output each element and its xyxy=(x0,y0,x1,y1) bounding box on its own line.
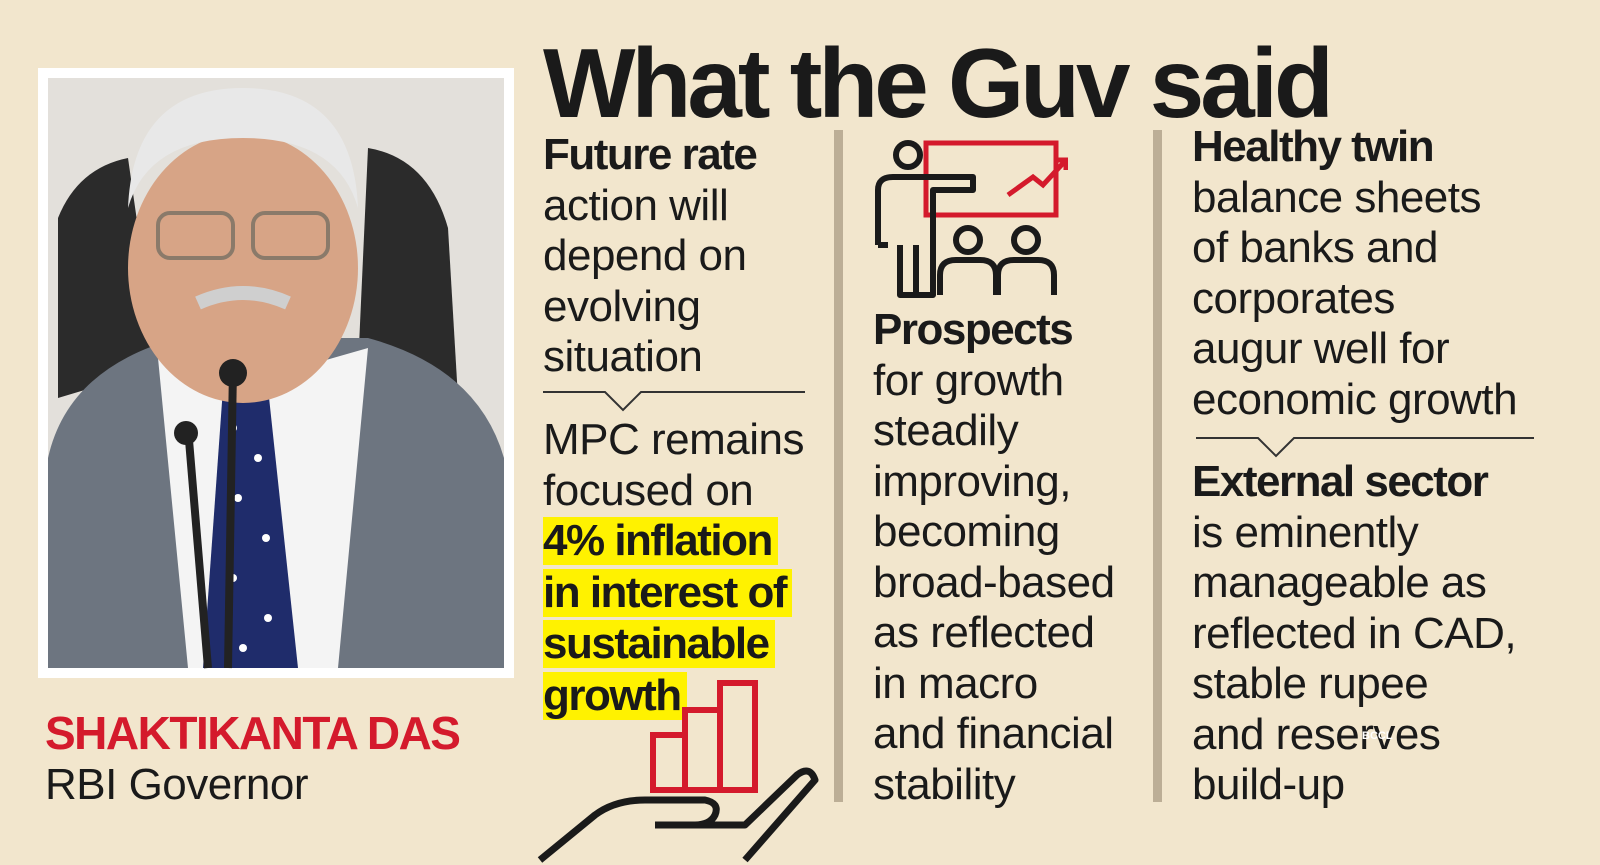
text-block: External sector is eminently manageable … xyxy=(1192,457,1517,811)
text-line: of banks and xyxy=(1192,223,1438,272)
portrait-photo xyxy=(38,68,514,678)
speech-divider xyxy=(1196,437,1534,458)
text-line: MPC remains xyxy=(543,415,805,464)
text-line: evolving xyxy=(543,281,701,331)
person-role: RBI Governor xyxy=(45,760,308,809)
text-line: becoming xyxy=(873,507,1060,556)
highlight-line: growth xyxy=(543,671,687,720)
text-block: Healthy twin balance sheets of banks and… xyxy=(1192,122,1518,425)
person-name: SHAKTIKANTA DAS xyxy=(45,707,461,759)
text-line: reflected in CAD, xyxy=(1192,608,1517,658)
text-line: is eminently xyxy=(1192,507,1419,557)
lead-text: Future rate xyxy=(543,130,758,179)
text-line: build-up xyxy=(1192,760,1345,809)
text-line: stability xyxy=(873,759,1016,809)
column-divider xyxy=(1153,130,1162,802)
text-line: improving, xyxy=(873,456,1071,506)
text-line: for growth xyxy=(873,355,1064,405)
text-line: augur well for xyxy=(1192,324,1450,373)
text-line: and reserves xyxy=(1192,709,1441,759)
text-line: in macro xyxy=(873,658,1038,708)
text-line: manageable as xyxy=(1192,558,1487,607)
lead-text: Healthy twin xyxy=(1192,122,1435,171)
text-line: economic growth xyxy=(1192,374,1518,424)
text-line: as reflected xyxy=(873,608,1095,657)
highlight-line: 4% inflation xyxy=(543,517,778,565)
text-line: and financial xyxy=(873,709,1114,758)
headline: What the Guv said xyxy=(543,28,1334,138)
text-line: broad-based xyxy=(873,557,1115,607)
text-block: Prospects for growth steadily improving,… xyxy=(873,305,1115,810)
lead-text: Prospects xyxy=(873,305,1074,354)
text-line: balance sheets xyxy=(1192,172,1482,222)
text-line: stable rupee xyxy=(1192,659,1429,708)
text-line: depend on xyxy=(543,231,747,280)
growth-hand-icon xyxy=(537,680,819,863)
column-divider xyxy=(834,130,843,802)
text-block: Future rate action will depend on evolvi… xyxy=(543,130,758,383)
text-line: corporates xyxy=(1192,273,1395,323)
text-line: situation xyxy=(543,332,703,381)
highlight-line: in interest of xyxy=(543,568,793,617)
text-line: steadily xyxy=(873,406,1019,455)
highlight-line: sustainable xyxy=(543,620,775,668)
text-line: focused on xyxy=(543,465,754,515)
lead-text: External sector xyxy=(1192,457,1489,506)
presentation-icon xyxy=(875,140,1068,298)
speech-divider xyxy=(543,391,805,412)
text-line: action will xyxy=(543,180,729,230)
text-block: MPC remains focused on 4% inflation in i… xyxy=(543,415,805,722)
watermark: BCCL xyxy=(1362,730,1393,742)
